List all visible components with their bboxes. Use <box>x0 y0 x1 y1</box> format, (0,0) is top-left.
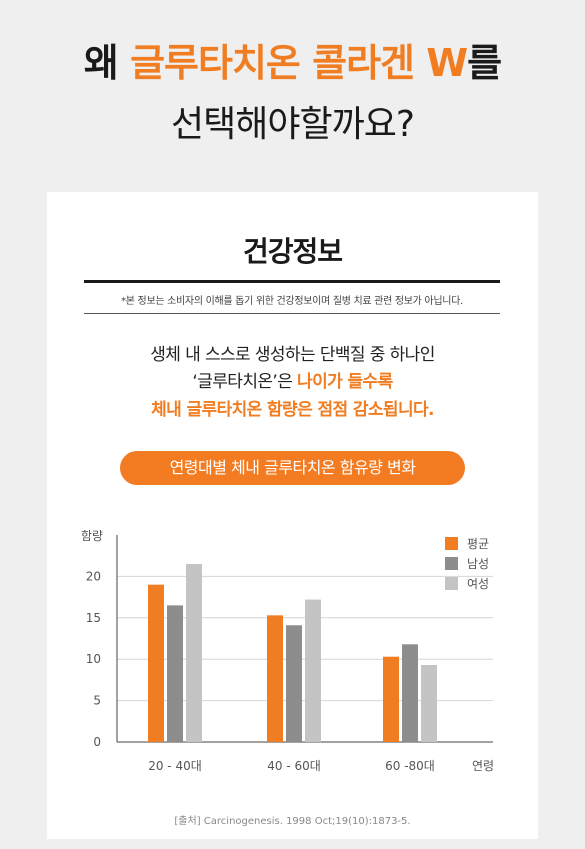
legend-label-0: 평균 <box>467 537 489 551</box>
legend-label-1: 남성 <box>467 557 489 571</box>
y-tick-label: 10 <box>86 652 101 666</box>
legend-label-2: 여성 <box>467 577 489 591</box>
y-tick-label: 20 <box>86 569 101 583</box>
bar-2-0 <box>186 563 202 742</box>
bar-0-1 <box>267 615 283 742</box>
bar-1-2 <box>402 644 418 742</box>
headline-line2: 선택해야할까요? <box>171 104 415 145</box>
headline-prefix: 왜 <box>83 41 131 85</box>
headline-line1: 왜 글루타치온 콜라겐 W를 <box>0 38 585 88</box>
y-tick-label: 5 <box>93 694 101 708</box>
description-line1: 생체 내 스스로 생성하는 단백질 중 하나인 <box>150 345 435 365</box>
description-line3: 체내 글루타치온 함량은 점점 감소됩니다. <box>47 395 538 420</box>
description-highlight: 나이가 들수록 <box>297 372 393 392</box>
bar-0-2 <box>383 656 399 742</box>
x-tick-label: 20 - 40대 <box>148 759 202 773</box>
disclaimer-text: *본 정보는 소비자의 이해를 돕기 위한 건강정보이며 질병 치료 관련 정보… <box>121 296 463 307</box>
description-highlight-2: 체내 글루타치온 함량은 점점 감소됩니다. <box>151 400 434 420</box>
x-tick-label: 60 -80대 <box>385 759 435 773</box>
source-citation: [출처] Carcinogenesis. 1998 Oct;19(10):187… <box>174 816 411 827</box>
headline-suffix: 를 <box>467 41 502 85</box>
legend-swatch-0 <box>445 537 458 550</box>
description-plain: ‘글루타치온’은 <box>192 372 298 392</box>
y-tick-label: 15 <box>86 611 101 625</box>
legend-swatch-2 <box>445 577 458 590</box>
bar-0-0 <box>148 584 164 742</box>
health-info-card: 건강정보 *본 정보는 소비자의 이해를 돕기 위한 건강정보이며 질병 치료 … <box>47 192 538 839</box>
disclaimer-divider <box>84 313 500 314</box>
headline-product-name: 글루타치온 콜라겐 W <box>130 41 468 85</box>
y-axis-label: 함량 <box>81 529 103 543</box>
legend-swatch-1 <box>445 557 458 570</box>
bar-1-0 <box>167 605 183 742</box>
card-title: 건강정보 <box>242 235 343 268</box>
bar-1-1 <box>286 625 302 742</box>
title-divider <box>84 280 500 283</box>
bar-2-2 <box>421 664 437 742</box>
x-tick-label: 40 - 60대 <box>267 759 321 773</box>
headline: 왜 글루타치온 콜라겐 W를 선택해야할까요? <box>0 38 585 150</box>
description-line2: ‘글루타치온’은 나이가 들수록 <box>47 367 538 392</box>
chart-title-pill: 연령대별 체내 글루타치온 함유량 변화 <box>120 451 465 485</box>
bar-2-1 <box>305 599 321 742</box>
y-tick-label: 0 <box>93 735 101 749</box>
x-axis-label: 연령 <box>472 759 494 773</box>
